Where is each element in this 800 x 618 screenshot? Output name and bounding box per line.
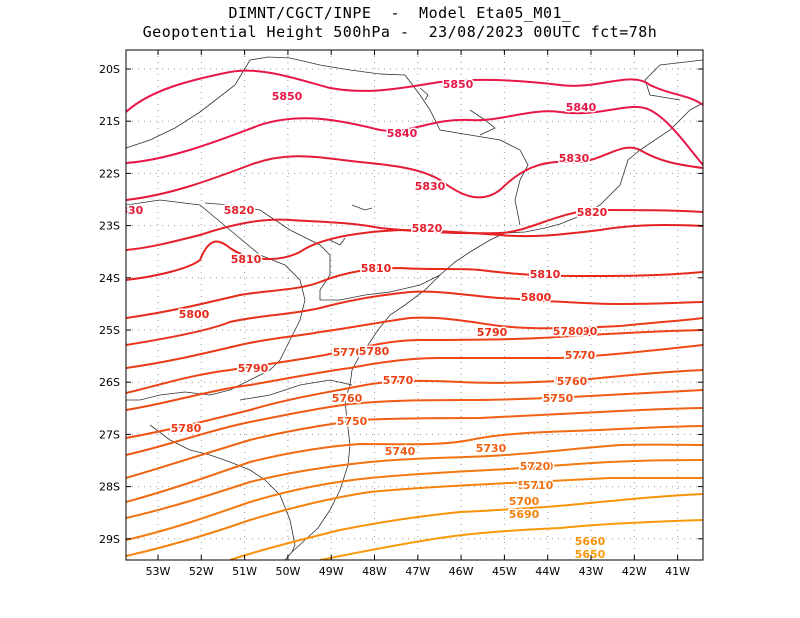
contour-label-5710: 5710 [518, 479, 549, 492]
contour-label-5700: 5700 [509, 495, 540, 508]
country-border-paraguay [126, 199, 306, 401]
contour-label-5720: 5720 [520, 460, 551, 473]
contour-label-5850: 5850 [272, 90, 303, 103]
contour-label-5800: 5800 [179, 308, 210, 321]
title-line-2: Geopotential Height 500hPa - 23/08/2023 … [142, 23, 658, 41]
contour-label-5720: 5720 [523, 460, 554, 473]
lon-tick-label: 44W [535, 565, 560, 578]
lat-tick-label: 29S [99, 533, 120, 546]
lon-tick-label: 47W [405, 565, 430, 578]
lon-tick-label: 42W [622, 565, 647, 578]
contour-lines [126, 69, 703, 560]
contour-5730 [126, 407, 703, 479]
contour-5690 [126, 476, 703, 557]
contour-5820 [126, 208, 703, 251]
lon-tick-label: 50W [275, 565, 300, 578]
lon-tick-label: 49W [319, 565, 344, 578]
lat-tick-label: 20S [99, 63, 120, 76]
contour-label-5740: 5740 [385, 445, 416, 458]
contour-label-5760: 5760 [555, 374, 586, 387]
coastline-and-borders [126, 56, 703, 560]
contour-label-5780: 5780 [553, 325, 584, 338]
contour-label-5820: 5820 [412, 222, 443, 235]
contour-5660 [229, 493, 703, 560]
contour-label-5750: 5750 [337, 415, 368, 428]
coastline [284, 102, 703, 560]
contour-5700 [126, 459, 703, 541]
contour-5800 [126, 266, 703, 319]
contour-label-5810: 5810 [530, 268, 561, 281]
contour-label-5840: 5840 [566, 101, 597, 114]
contour-5830 [126, 146, 703, 201]
contour-label-5770: 5770 [333, 346, 364, 359]
lon-tick-label: 46W [449, 565, 474, 578]
contour-label-5650: 5650 [575, 548, 606, 561]
contour-5720 [126, 425, 703, 503]
contour-5740 [126, 389, 703, 456]
contour-5810 [126, 224, 703, 281]
contour-label-5690: 5690 [509, 508, 540, 521]
lat-tick-label: 27S [99, 428, 120, 441]
lat-tick-label: 25S [99, 324, 120, 337]
contour-5710 [126, 443, 703, 519]
contour-5650 [319, 519, 703, 560]
lon-tick-label: 53W [146, 565, 171, 578]
contour-5780 [126, 316, 703, 369]
graticule [126, 50, 703, 560]
state-border-mg-es [644, 59, 703, 101]
contour-label-5780: 5780 [359, 345, 390, 358]
contour-label-5810: 5810 [361, 262, 392, 275]
lon-tick-label: 41W [665, 565, 690, 578]
contour-label-5820: 5820 [577, 206, 608, 219]
contour-labels: 5850584058305820581058005790578057705760… [113, 77, 609, 561]
lakes [329, 87, 496, 246]
contour-label-5840: 5840 [387, 127, 418, 140]
contour-label-5810: 5810 [231, 253, 262, 266]
lon-tick-label: 45W [492, 565, 517, 578]
lon-tick-label: 51W [232, 565, 257, 578]
contour-label-5830: 5830 [559, 152, 590, 165]
contour-label-5770: 5770 [565, 349, 596, 362]
contour-label-5780: 5780 [171, 422, 202, 435]
contour-label-5830: 5830 [113, 204, 144, 217]
lat-tick-label: 26S [99, 376, 120, 389]
lon-tick-label: 48W [362, 565, 387, 578]
contour-label-5760: 5760 [332, 392, 363, 405]
lat-tick-label: 23S [99, 220, 120, 233]
contour-5790 [126, 290, 703, 346]
contour-label-5800: 5800 [521, 291, 552, 304]
contour-5750 [126, 369, 703, 439]
contour-5770 [126, 329, 703, 394]
state-border-mg-sp [404, 74, 529, 226]
contour-label-5790: 5790 [477, 326, 508, 339]
lon-tick-label: 43W [579, 565, 604, 578]
lat-tick-label: 21S [99, 115, 120, 128]
contour-label-5710: 5710 [523, 479, 554, 492]
contour-5840 [126, 105, 703, 166]
contour-5760 [126, 344, 703, 411]
contour-label-5820: 5820 [224, 204, 255, 217]
state-border-pr [204, 202, 441, 301]
contour-label-5730: 5730 [476, 442, 507, 455]
lat-tick-label: 28S [99, 481, 120, 494]
contour-label-5660: 5660 [575, 535, 606, 548]
contour-label-5770: 5770 [383, 374, 414, 387]
lat-tick-label: 24S [99, 272, 120, 285]
plot-frame [125, 49, 704, 561]
contour-label-5790: 5790 [567, 325, 598, 338]
state-border-rs [149, 424, 296, 553]
lon-tick-label: 52W [189, 565, 214, 578]
contour-label-5760: 5760 [557, 375, 588, 388]
contour-label-5790: 5790 [238, 362, 269, 375]
axis-ticks: 53W 52W 51W 50W 49W 48W 47W 46W 45W 44W 43W 42W 41W 2… [99, 50, 703, 578]
state-border-ms [126, 56, 406, 149]
title-line-1: DIMNT/CGCT/INPE - Model Eta05_M01_ [228, 4, 572, 22]
contour-5850 [126, 69, 703, 113]
lat-tick-label: 22S [99, 167, 120, 180]
contour-label-5830: 5830 [415, 180, 446, 193]
contour-label-5750: 5750 [543, 392, 574, 405]
state-border-sc [239, 379, 353, 401]
contour-label-5850: 5850 [443, 78, 474, 91]
